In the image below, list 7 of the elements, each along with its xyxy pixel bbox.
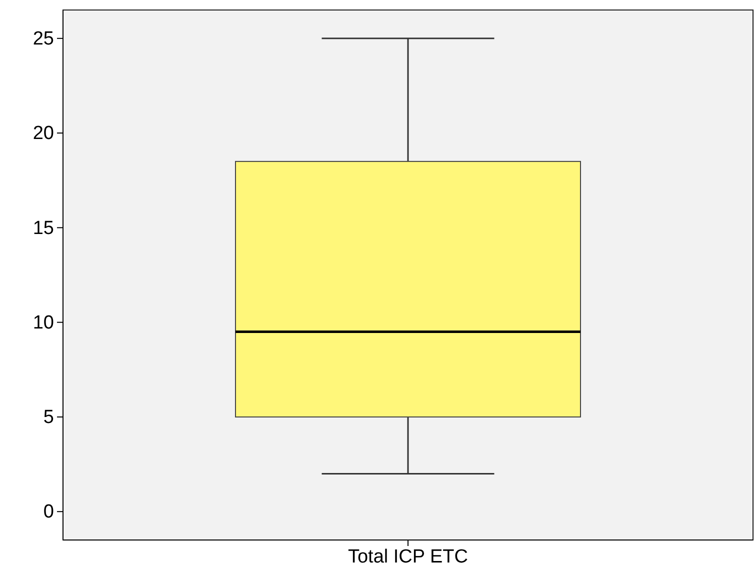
y-tick-label: 15 xyxy=(32,218,54,239)
y-tick-label: 25 xyxy=(32,28,54,50)
y-tick-label: 10 xyxy=(32,312,54,334)
y-tick-label: 0 xyxy=(43,502,54,523)
x-tick-label: Total ICP ETC xyxy=(348,546,468,568)
y-tick-label: 20 xyxy=(32,123,54,144)
y-tick-label: 5 xyxy=(43,407,54,428)
